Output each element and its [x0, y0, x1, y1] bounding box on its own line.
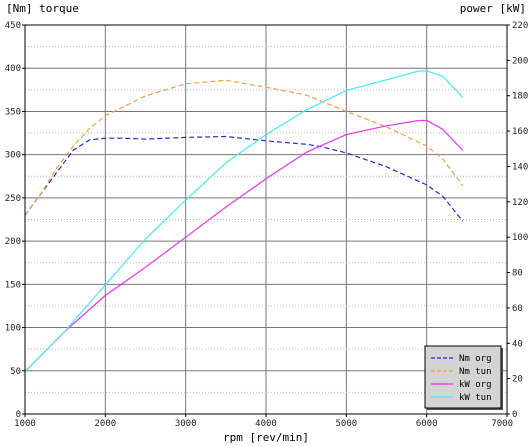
y-left-tick-label: 150 [5, 280, 21, 290]
series-line-kw-tun [24, 70, 464, 373]
legend-label: Nm tun [459, 367, 492, 377]
series-line-nm-tun [24, 79, 464, 216]
y-left-tick-label: 200 [5, 237, 21, 247]
y-right-tick-label: 200 [512, 56, 528, 66]
series-layer [24, 70, 464, 373]
y-right-tick-label: 220 [512, 21, 528, 31]
grid-layer [24, 24, 508, 415]
y-right-tick-label: 20 [512, 375, 523, 385]
legend-box [424, 345, 502, 409]
y-left-tick-label: 250 [5, 194, 21, 204]
y-left-tick-label: 450 [5, 21, 21, 31]
y-left-tick-label: 100 [5, 324, 21, 334]
x-tick-label: 2000 [94, 419, 116, 429]
y-right-tick-label: 80 [512, 269, 523, 279]
legend-label: kW org [459, 380, 492, 390]
y-left-tick-label: 0 [16, 410, 21, 420]
y-right-tick-label: 180 [512, 92, 528, 102]
y-right-tick-label: 60 [512, 304, 523, 314]
y-left-tick-label: 50 [10, 367, 21, 377]
series-line-nm-org [24, 135, 464, 222]
y-left-tick-label: 350 [5, 107, 21, 117]
legend-label: Nm org [459, 354, 492, 364]
legend-label: kW tun [459, 393, 492, 403]
left-axis-title: [Nm] torque [6, 2, 79, 15]
x-axis-title: rpm [rev/min] [223, 431, 309, 444]
y-right-tick-label: 160 [512, 127, 528, 137]
y-left-tick-label: 400 [5, 64, 21, 74]
y-right-tick-label: 120 [512, 198, 528, 208]
x-tick-label: 5000 [335, 419, 357, 429]
tick-layer: 1000 2000 3000 4000 5000 6000 7000050100150200… [5, 21, 529, 429]
right-axis-title: power [kW] [460, 2, 526, 15]
y-left-tick-label: 300 [5, 151, 21, 161]
x-tick-label: 1000 [14, 419, 36, 429]
series-line-kw-org [24, 119, 464, 373]
x-tick-label: 4000 [255, 419, 277, 429]
y-right-tick-label: 100 [512, 233, 528, 243]
y-right-tick-label: 140 [512, 162, 528, 172]
y-right-tick-label: 40 [512, 339, 523, 349]
x-tick-label: 6000 [416, 419, 438, 429]
legend: Nm org Nm tun kW org kW tun [424, 345, 503, 410]
x-tick-label: 7000 [491, 419, 513, 429]
x-tick-label: 3000 [175, 419, 197, 429]
y-right-tick-label: 0 [512, 410, 517, 420]
